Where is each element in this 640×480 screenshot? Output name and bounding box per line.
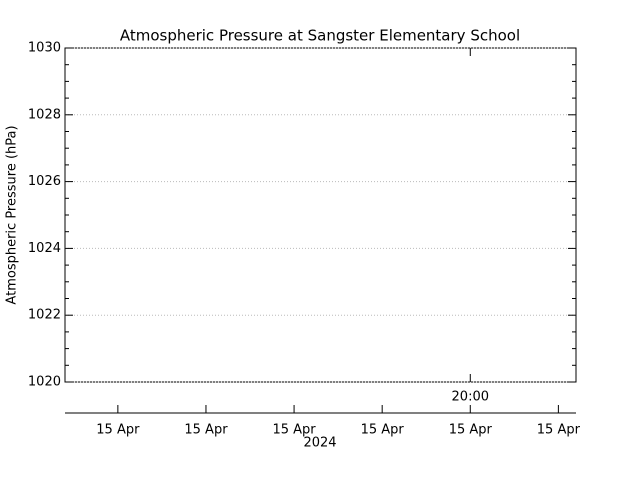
x-tick-label: 15 Apr xyxy=(361,423,405,438)
y-tick-label: 1026 xyxy=(28,174,61,189)
y-tick-label: 1030 xyxy=(28,41,61,56)
y-tick-label: 1028 xyxy=(28,107,61,122)
x-tick-label: 15 Apr xyxy=(272,423,316,438)
y-axis-label: Atmospheric Pressure (hPa) xyxy=(5,125,20,304)
y-tick-label: 1020 xyxy=(28,375,61,390)
y-tick-label: 1024 xyxy=(28,241,61,256)
x-tick-label: 15 Apr xyxy=(537,423,581,438)
x-tick-label: 15 Apr xyxy=(449,423,493,438)
x2-tick-label: 20:00 xyxy=(452,390,489,405)
x-tick-label: 15 Apr xyxy=(184,423,228,438)
x-tick-label: 15 Apr xyxy=(96,423,140,438)
chart-title: Atmospheric Pressure at Sangster Element… xyxy=(120,27,520,45)
x-axis-label: 2024 xyxy=(303,436,336,451)
y-tick-label: 1022 xyxy=(28,308,61,323)
